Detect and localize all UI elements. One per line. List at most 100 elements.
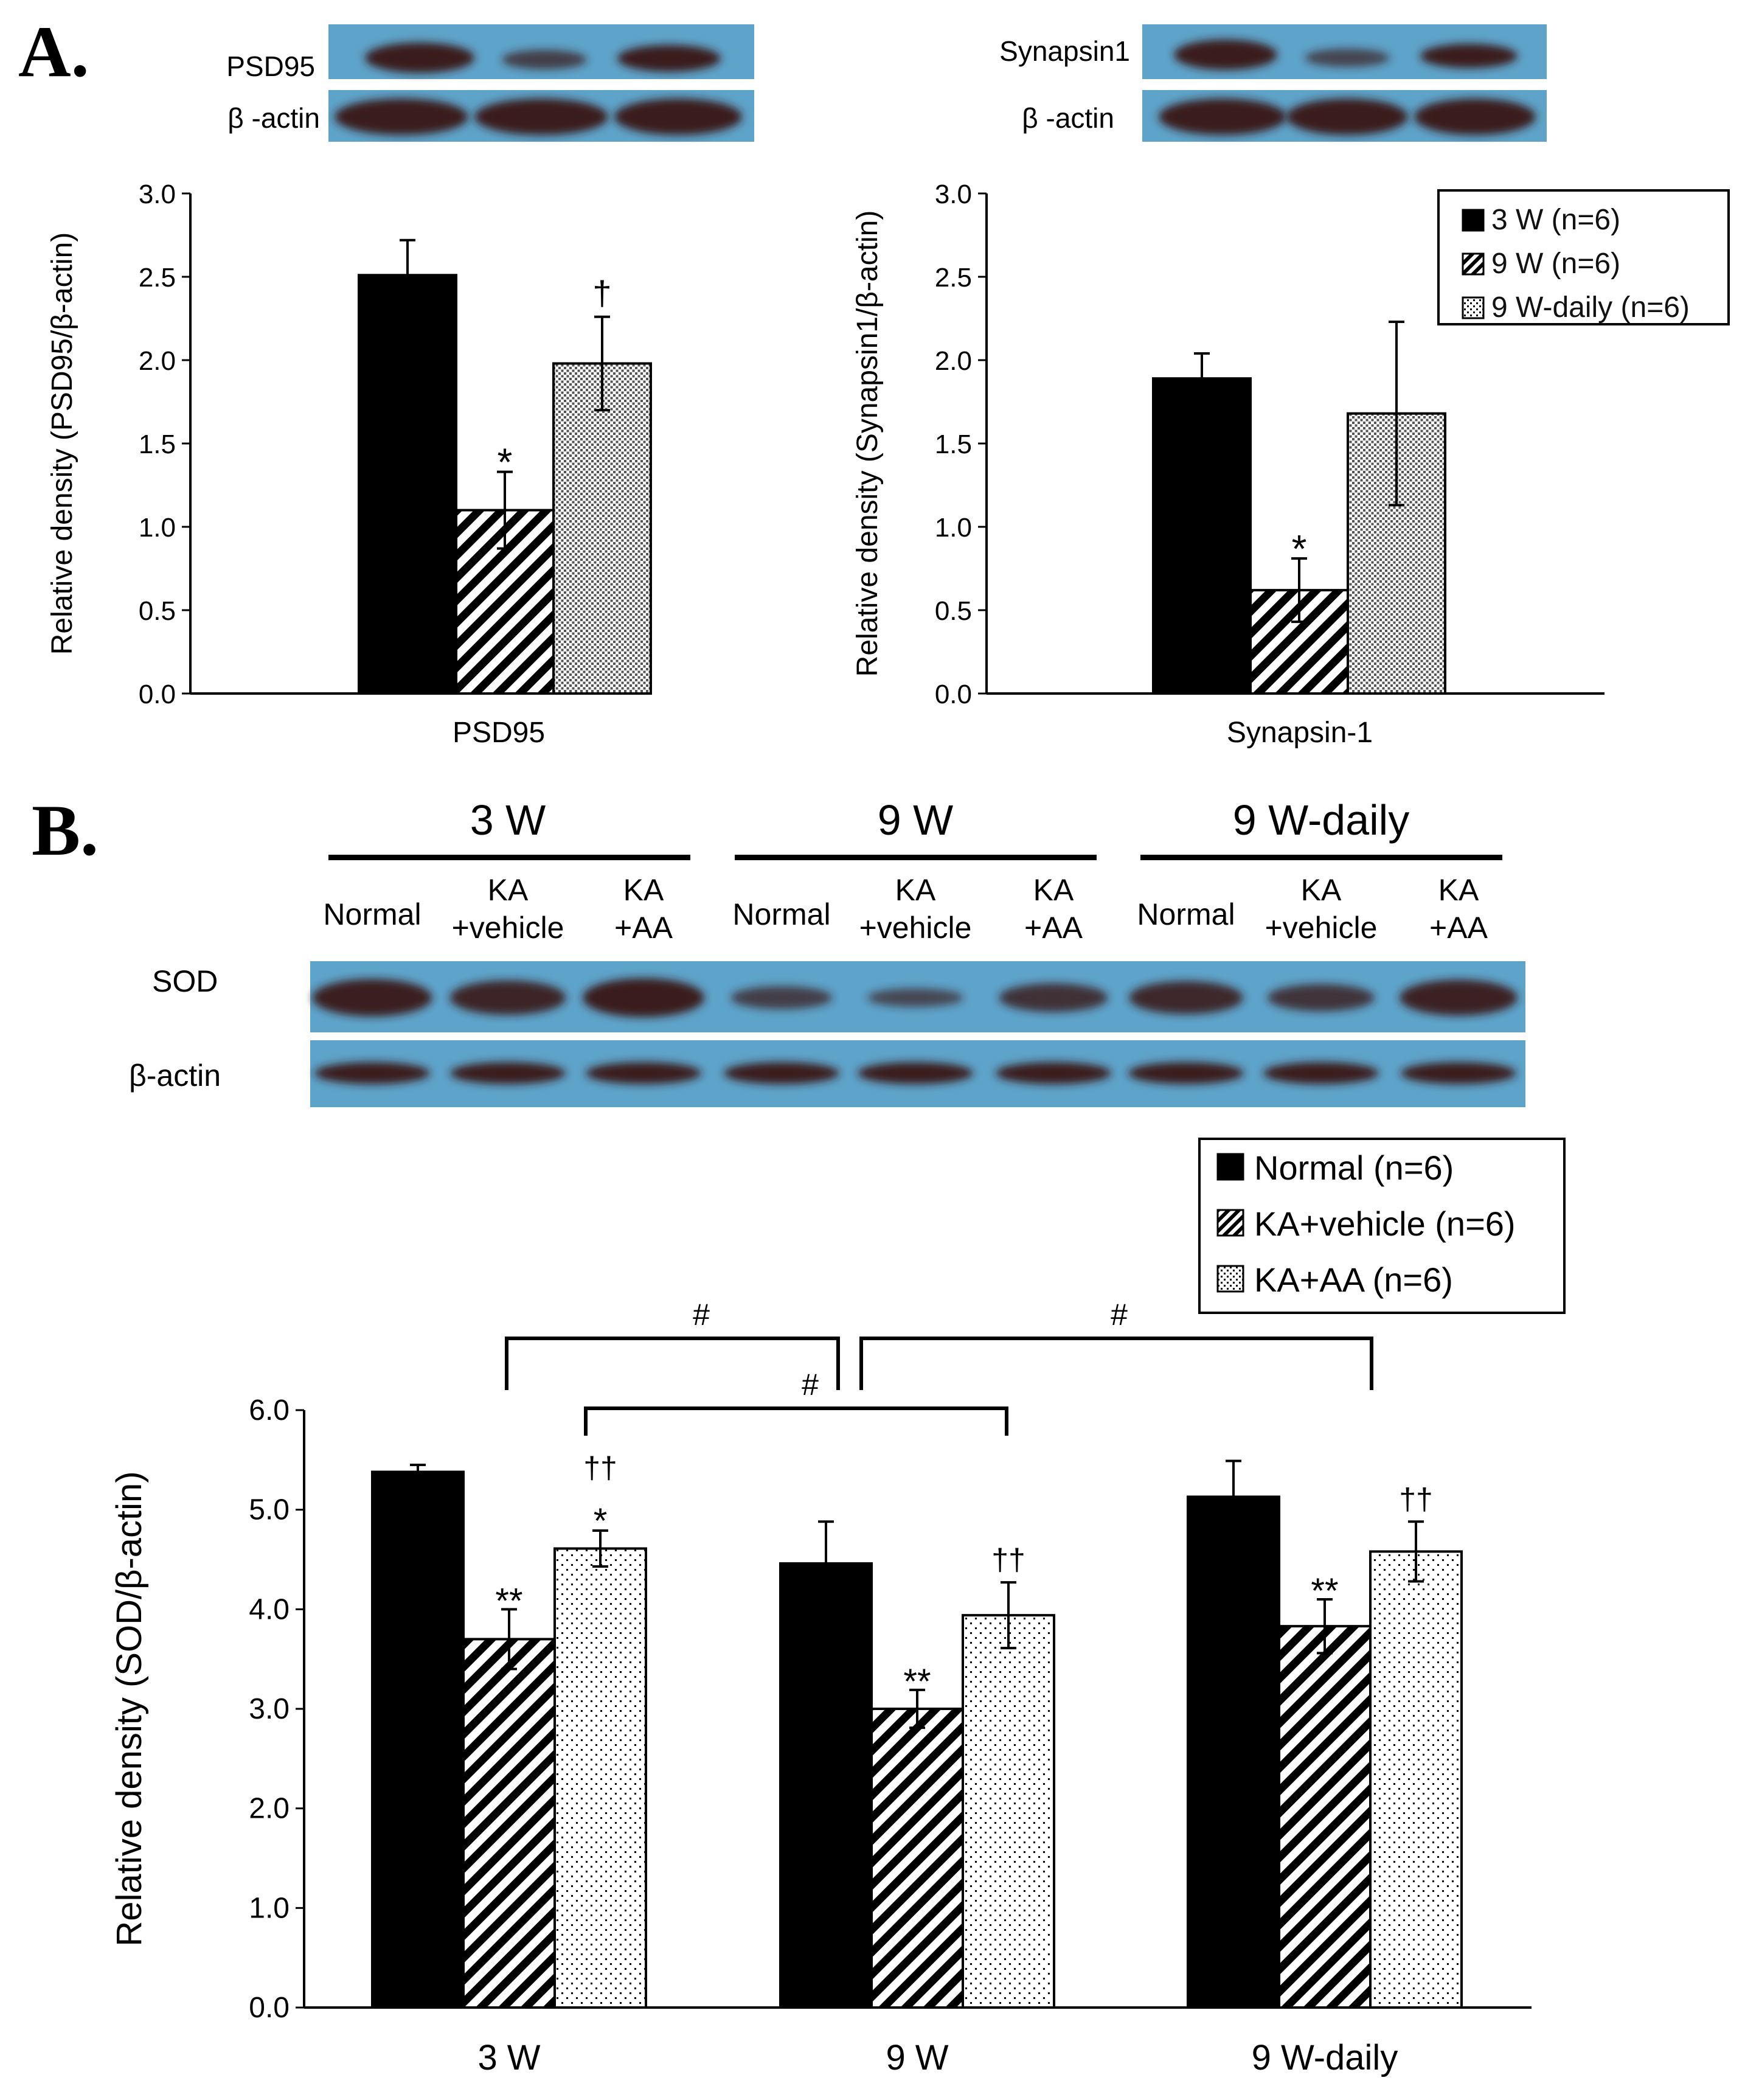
y-tick-label: 4.0 <box>249 1593 290 1625</box>
band <box>365 43 474 73</box>
significance-mark: ** <box>903 1662 931 1702</box>
band <box>1174 40 1277 70</box>
x-axis-label: Synapsin-1 <box>1227 717 1373 749</box>
y-axis-label: Relative density (PSD95/β-actin) <box>46 232 78 655</box>
blot-label-sod: SOD <box>152 964 218 998</box>
blot-group-3w: 3 W <box>470 796 546 844</box>
blot-synapsin: Synapsin1 β -actin <box>999 24 1547 142</box>
group-underline <box>328 855 690 860</box>
actin-band <box>1263 1062 1379 1084</box>
lane-label: Normal <box>1137 897 1235 931</box>
significance-mark: ** <box>495 1581 522 1621</box>
legend-label: KA+vehicle (n=6) <box>1254 1205 1516 1243</box>
blot-group-9w: 9 W <box>878 796 953 844</box>
y-tick-label: 3.0 <box>139 179 176 209</box>
sod-band <box>730 986 833 1009</box>
band <box>1159 99 1286 135</box>
lane-label: KA +vehicle <box>1265 873 1378 945</box>
actin-band <box>1401 1062 1516 1084</box>
y-tick-label: 5.0 <box>249 1494 290 1526</box>
significance-mark: †† <box>583 1451 617 1485</box>
y-tick-label: 2.5 <box>935 263 972 293</box>
bar <box>1187 1495 1280 2009</box>
legend-label: KA+AA (n=6) <box>1254 1260 1453 1299</box>
x-tick-label: 3 W <box>477 2038 540 2077</box>
legend-box <box>1198 1138 1566 1314</box>
y-tick-label: 6.0 <box>249 1394 290 1427</box>
y-tick-label: 0.0 <box>249 1992 290 2024</box>
y-axis-label: Relative density (SOD/β-actin) <box>109 1471 149 1946</box>
lane-label: KA +AA <box>1024 873 1083 945</box>
significance-bracket: # <box>505 1298 840 1390</box>
chart-synapsin: 0.0 0.5 1.0 1.5 2.0 2.5 3.0 Relative density (S… <box>852 179 1730 749</box>
y-tick-label: 2.0 <box>935 346 972 376</box>
bracket-line <box>859 1337 1373 1390</box>
significance-mark: †† <box>1399 1482 1433 1516</box>
actin-band <box>586 1062 701 1084</box>
actin-band <box>450 1062 566 1084</box>
y-tick-label: 0.0 <box>139 680 176 709</box>
sod-band <box>583 978 704 1017</box>
bar <box>1278 1625 1372 2009</box>
band <box>335 99 468 135</box>
blot-psd95: PSD95 β -actin <box>226 24 754 142</box>
group-underline <box>735 855 1097 860</box>
panel-b-letter: B. <box>32 790 99 871</box>
legend-swatch <box>1216 1265 1244 1293</box>
y-tick-label: 1.5 <box>935 429 972 459</box>
significance-mark: * <box>498 440 513 484</box>
bar <box>553 1547 647 2009</box>
y-tick-label: 2.5 <box>139 263 176 293</box>
legend-swatch <box>1216 1209 1244 1237</box>
actin-band <box>1128 1062 1244 1084</box>
legend-swatch <box>1216 1153 1244 1181</box>
panel-a-letter: A. <box>18 11 89 92</box>
bar <box>870 1708 964 2009</box>
significance-mark: * <box>594 1501 608 1541</box>
bar <box>358 274 457 695</box>
bar <box>1152 377 1252 695</box>
band <box>1286 99 1408 135</box>
chart-psd95: 0.0 0.5 1.0 1.5 2.0 2.5 3.0 Relative density (P… <box>46 179 652 749</box>
band <box>502 50 587 69</box>
bracket-label: # <box>802 1368 819 1402</box>
lane-label: Normal <box>732 897 830 931</box>
legend: 3 W (n=6) 9 W (n=6) 9 W-daily (n=6) <box>1437 189 1730 325</box>
band <box>1414 99 1536 135</box>
significance-mark: † <box>592 274 611 312</box>
bracket-label: # <box>1111 1298 1128 1332</box>
legend-label: Normal (n=6) <box>1254 1149 1454 1187</box>
lane-label: Normal <box>323 897 421 931</box>
bar <box>962 1614 1055 2009</box>
y-tick-label: 1.0 <box>935 513 972 543</box>
bracket-line <box>584 1406 1008 1436</box>
x-tick-label: 9 W-daily <box>1252 2038 1398 2077</box>
legend-box <box>1437 189 1730 325</box>
band <box>617 45 721 72</box>
sod-band <box>449 980 566 1015</box>
bar <box>1369 1550 1463 2009</box>
actin-band <box>314 1062 430 1084</box>
blot-label-psd95-actin: β -actin <box>227 102 320 134</box>
sod-band <box>999 983 1108 1012</box>
sod-band <box>1268 984 1375 1012</box>
legend-label: 9 W-daily (n=6) <box>1491 291 1690 324</box>
x-tick-label: 9 W <box>886 2038 948 2077</box>
sod-band <box>312 979 432 1017</box>
sod-band <box>1400 979 1518 1016</box>
legend-swatch <box>1462 209 1485 232</box>
y-tick-label: 1.0 <box>249 1892 290 1924</box>
band <box>1420 44 1518 68</box>
bar <box>779 1562 873 2009</box>
lane-label: KA +vehicle <box>452 873 564 945</box>
chart-sod: 0.0 1.0 2.0 3.0 4.0 5.0 6.0 Relative density (S… <box>109 1138 1566 2077</box>
group-underline <box>1140 855 1502 860</box>
lane-label: KA +AA <box>1429 873 1488 945</box>
bar <box>552 362 652 695</box>
band <box>614 99 742 135</box>
x-axis-label: PSD95 <box>453 717 545 749</box>
significance-mark: * <box>1292 527 1307 571</box>
significance-bracket: # <box>584 1368 1008 1436</box>
significance-bracket: # <box>859 1298 1373 1390</box>
significance-mark: ** <box>1311 1571 1338 1611</box>
